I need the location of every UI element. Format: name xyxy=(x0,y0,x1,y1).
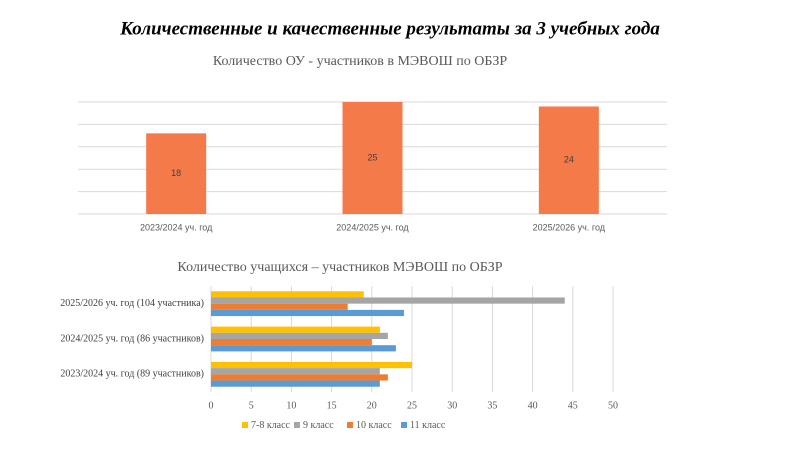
bar xyxy=(538,106,599,214)
bar xyxy=(211,297,565,304)
bar xyxy=(211,345,396,352)
x-tick-label: 25 xyxy=(407,400,417,411)
x-tick-label: 15 xyxy=(327,400,337,411)
x-tick-label: 30 xyxy=(447,400,457,411)
legend-swatch xyxy=(242,422,248,428)
x-tick-label: 0 xyxy=(209,400,214,411)
x-tick-label: 20 xyxy=(367,400,377,411)
legend-swatch xyxy=(294,422,300,428)
legend-label: 7-8 класс xyxy=(251,420,291,431)
chart-title: Количество учащихся – участников МЭВОШ п… xyxy=(177,260,502,275)
slide-title: Количественные и качественные результаты… xyxy=(119,18,660,39)
x-tick-label: 2025/2026 уч. год xyxy=(533,222,606,232)
bar xyxy=(146,133,207,214)
legend-label: 11 класс xyxy=(410,420,446,431)
x-tick-label: 45 xyxy=(568,400,578,411)
bar xyxy=(211,374,388,381)
bar xyxy=(211,380,380,387)
legend-label: 9 класс xyxy=(303,420,334,431)
bar xyxy=(211,309,404,317)
x-tick-label: 50 xyxy=(608,400,618,411)
bar xyxy=(211,339,372,346)
bar xyxy=(211,368,380,375)
x-tick-label: 5 xyxy=(249,400,254,411)
legend-swatch xyxy=(347,422,353,428)
y-tick-label: 2025/2026 уч. год (104 участника) xyxy=(60,298,204,309)
x-tick-label: 40 xyxy=(528,400,538,411)
chart-title: Количество ОУ - участников в МЭВОШ по ОБ… xyxy=(213,54,508,69)
bar xyxy=(211,361,412,369)
bar xyxy=(211,303,348,310)
x-tick-label: 2023/2024 уч. год xyxy=(140,222,213,232)
x-tick-label: 2024/2025 уч. год xyxy=(336,222,409,232)
data-label: 25 xyxy=(367,152,377,162)
x-tick-label: 35 xyxy=(487,400,497,411)
bar xyxy=(342,102,403,214)
y-tick-label: 2024/2025 уч. год (86 участников) xyxy=(60,333,204,344)
bar xyxy=(211,291,364,298)
bar xyxy=(211,326,380,333)
data-label: 18 xyxy=(171,168,181,178)
legend-swatch xyxy=(401,422,407,428)
legend-label: 10 класс xyxy=(356,420,392,431)
data-label: 24 xyxy=(564,155,574,165)
y-tick-label: 2023/2024 уч. год (89 участников) xyxy=(60,369,204,380)
x-tick-label: 10 xyxy=(286,400,296,411)
bar xyxy=(211,332,388,339)
